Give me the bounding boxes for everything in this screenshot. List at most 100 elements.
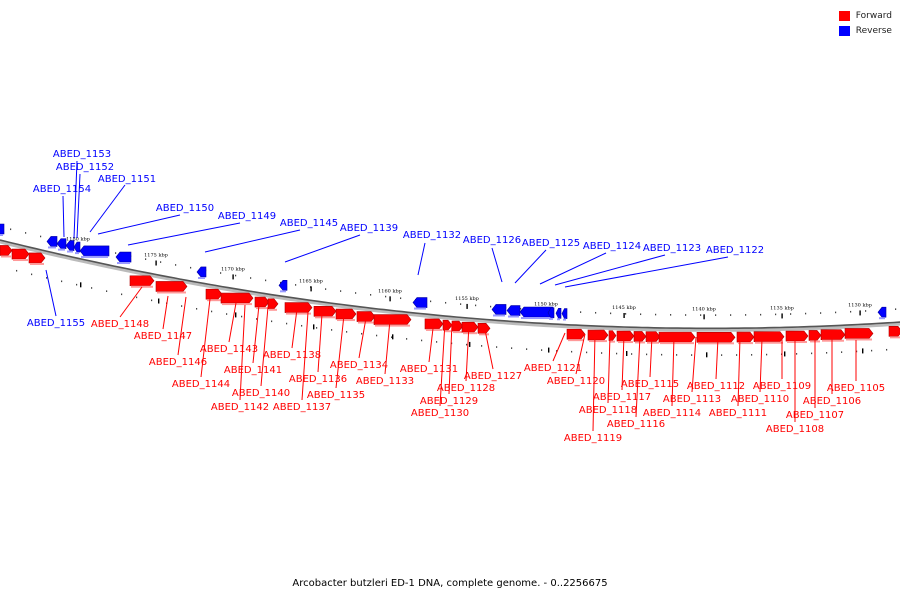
- major-tick: [313, 324, 315, 330]
- forward-gene-arrow: [28, 252, 46, 264]
- forward-gene-arrow-shade: [426, 328, 442, 331]
- leader-line: [592, 333, 596, 432]
- minor-tick: [586, 351, 588, 354]
- leader-line: [737, 337, 741, 407]
- minor-tick: [151, 299, 153, 302]
- reverse-gene-arrow: [519, 306, 554, 318]
- legend-reverse[interactable]: Reverse: [838, 23, 892, 38]
- forward-gene-arrow: [155, 281, 188, 292]
- forward-gene-arrow: [844, 328, 874, 339]
- minor-tick: [775, 313, 777, 316]
- leader-line: [448, 322, 453, 395]
- reverse-gene-arrow: [65, 240, 75, 251]
- tick-label: 1160 kbp: [378, 288, 402, 294]
- minor-tick: [331, 329, 333, 331]
- leader-line: [291, 308, 298, 349]
- minor-tick: [121, 293, 123, 296]
- gene-label: ABED_1106: [803, 396, 861, 407]
- forward-gene-arrow-shade: [315, 316, 335, 319]
- gene-label: ABED_1118: [579, 405, 637, 416]
- major-tick: [781, 313, 783, 319]
- leader-line: [177, 296, 187, 356]
- gene-label: ABED_1152: [56, 162, 114, 173]
- minor-tick: [316, 327, 318, 329]
- reverse-gene-arrow-shade: [493, 314, 505, 317]
- minor-tick: [175, 264, 177, 266]
- forward-gene-arrow: [820, 329, 846, 341]
- minor-tick: [865, 310, 867, 312]
- leader-line: [564, 256, 729, 288]
- leader-line: [76, 173, 81, 239]
- minor-tick: [436, 341, 438, 343]
- forward-gene-arrow-shade: [589, 340, 607, 343]
- forward-gene-arrow: [373, 314, 412, 325]
- reverse-gene-arrow-shade: [117, 262, 130, 265]
- gene-label: ABED_1136: [289, 374, 347, 385]
- reverse-gene-arrow: [0, 223, 5, 235]
- minor-tick: [61, 280, 63, 283]
- major-tick: [859, 310, 861, 316]
- minor-tick: [511, 347, 513, 349]
- gene-label: ABED_1115: [621, 379, 679, 390]
- minor-tick: [460, 303, 462, 305]
- reverse-gene-arrow: [73, 241, 81, 253]
- forward-gene-arrow-shade: [286, 312, 311, 315]
- tick-label: 1175 kbp: [144, 253, 168, 259]
- forward-gene-arrow-shade: [647, 341, 659, 344]
- leader-line: [252, 304, 260, 364]
- minor-tick: [520, 307, 522, 310]
- forward-gene-arrow-shade: [822, 339, 844, 342]
- tick-label: 1155 kbp: [455, 296, 479, 302]
- leader-line: [428, 319, 435, 363]
- gene-label: ABED_1125: [522, 238, 580, 249]
- reverse-label: Reverse: [855, 25, 892, 36]
- major-tick: [703, 314, 705, 320]
- minor-tick: [466, 343, 468, 346]
- minor-tick: [715, 314, 717, 316]
- minor-tick: [751, 354, 753, 356]
- forward-gene-arrow: [753, 331, 785, 343]
- gene-label: ABED_1137: [273, 402, 331, 413]
- minor-tick: [136, 296, 138, 299]
- minor-tick: [610, 312, 612, 315]
- minor-tick: [850, 310, 852, 313]
- forward-gene-arrow-shade: [660, 342, 694, 345]
- leader-line: [119, 286, 143, 318]
- map-caption: Arcobacter butzleri ED-1 DNA, complete g…: [292, 578, 608, 589]
- gene-label: ABED_1133: [356, 376, 414, 387]
- gene-label: ABED_1113: [663, 394, 721, 405]
- gene-label: ABED_1135: [307, 390, 365, 401]
- reverse-gene-arrow: [278, 280, 288, 291]
- forward-gene-arrow: [736, 331, 755, 343]
- leader-line: [200, 298, 211, 378]
- reverse-gene-arrow: [547, 307, 555, 319]
- forward-gene-arrow: [335, 308, 357, 320]
- forward-gene-arrow: [451, 320, 464, 332]
- gene-label: ABED_1111: [709, 408, 767, 419]
- reverse-gene-arrow-shade: [48, 246, 56, 249]
- forward-gene-arrow-shade: [131, 285, 153, 288]
- minor-tick: [595, 311, 597, 314]
- major-tick: [862, 348, 864, 354]
- forward-label: Forward: [855, 10, 892, 21]
- legend-forward[interactable]: Forward: [838, 8, 892, 23]
- leader-line: [514, 249, 547, 284]
- major-tick: [706, 352, 708, 358]
- minor-tick: [241, 315, 243, 318]
- forward-gene-arrow-shade: [755, 341, 783, 344]
- minor-tick: [265, 279, 267, 282]
- minor-tick: [340, 290, 342, 292]
- reverse-gene-arrow: [46, 236, 58, 247]
- backbone-shadow: [0, 239, 900, 332]
- reverse-gene-arrow-shade: [81, 255, 108, 258]
- forward-gene-arrow-shade: [787, 341, 807, 344]
- leader-line: [671, 336, 675, 407]
- minor-tick: [796, 353, 798, 355]
- forward-gene-arrow-shade: [337, 319, 355, 322]
- gene-label: ABED_1107: [786, 410, 844, 421]
- minor-tick: [646, 353, 648, 356]
- minor-tick: [220, 272, 222, 274]
- leader-line: [89, 184, 126, 233]
- major-tick: [235, 312, 237, 318]
- major-tick: [158, 298, 160, 304]
